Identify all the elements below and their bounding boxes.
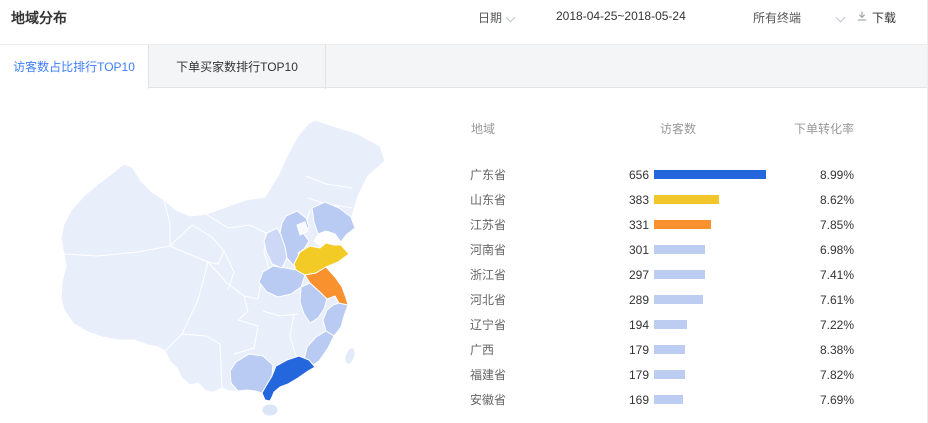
visitor-count: 289 xyxy=(628,292,649,307)
visitor-bar xyxy=(654,220,711,229)
china-map xyxy=(58,104,462,422)
visitor-bar xyxy=(654,295,703,304)
panel-header: 地域分布 日期 2018-04-25~2018-05-24 所有终端 下载 xyxy=(0,0,927,44)
visitor-bar xyxy=(654,195,719,204)
chevron-down-icon xyxy=(836,13,845,22)
visitor-bar xyxy=(654,270,705,279)
region-name: 辽宁省 xyxy=(470,318,507,332)
map-country-base xyxy=(60,119,386,402)
region-name: 山东省 xyxy=(470,193,507,207)
tab-bar: 访客数占比排行TOP10 下单买家数排行TOP10 xyxy=(0,44,927,90)
page-title: 地域分布 xyxy=(11,10,67,26)
download-icon xyxy=(856,10,868,25)
visitor-count: 301 xyxy=(628,242,649,257)
visitor-count: 656 xyxy=(628,167,649,182)
col-header-region: 地域 xyxy=(471,122,496,136)
download-label: 下载 xyxy=(872,11,897,25)
map-province-taiwan[interactable] xyxy=(343,347,357,366)
table-row: 河北省 289 7.61% xyxy=(470,287,855,312)
conversion-rate: 7.22% xyxy=(819,317,854,332)
visitor-bar xyxy=(654,245,705,254)
visitor-count: 179 xyxy=(628,367,649,382)
col-header-visitors: 访客数 xyxy=(660,122,697,136)
visitor-bar xyxy=(654,345,685,354)
conversion-rate: 8.38% xyxy=(819,342,854,357)
table-rows: 广东省 656 8.99% 山东省 383 8.62% 江苏省 331 7.85% 河南省 301 6… xyxy=(470,162,855,412)
tab-buyer-ranking[interactable]: 下单买家数排行TOP10 xyxy=(148,45,326,89)
visitor-bar xyxy=(654,320,687,329)
tab-visitor-ranking[interactable]: 访客数占比排行TOP10 xyxy=(0,45,148,90)
map-province-jiangsu[interactable] xyxy=(304,266,349,306)
region-name: 河南省 xyxy=(470,243,507,257)
conversion-rate: 7.69% xyxy=(819,392,854,407)
conversion-rate: 7.82% xyxy=(819,367,854,382)
conversion-rate: 7.85% xyxy=(819,217,854,232)
table-row: 山东省 383 8.62% xyxy=(470,187,855,212)
conversion-rate: 7.41% xyxy=(819,267,854,282)
col-header-conversion: 下单转化率 xyxy=(793,122,854,136)
table-row: 浙江省 297 7.41% xyxy=(470,262,855,287)
terminal-filter-label: 所有终端 xyxy=(753,11,802,25)
region-name: 广东省 xyxy=(470,168,507,182)
map-province-hainan[interactable] xyxy=(261,403,279,417)
visitor-bar xyxy=(654,170,766,179)
conversion-rate: 6.98% xyxy=(819,242,854,257)
map-province-liaoning[interactable] xyxy=(311,201,356,243)
table-row: 广西 179 8.38% xyxy=(470,337,855,362)
chevron-down-icon xyxy=(506,13,515,22)
map-province-guangdong[interactable] xyxy=(261,355,316,402)
table-row: 河南省 301 6.98% xyxy=(470,237,855,262)
visitor-bar xyxy=(654,370,685,379)
table-row: 福建省 179 7.82% xyxy=(470,362,855,387)
date-mode-label: 日期 xyxy=(478,11,503,25)
conversion-rate: 7.61% xyxy=(819,292,854,307)
region-name: 福建省 xyxy=(470,368,507,382)
visitor-count: 383 xyxy=(628,192,649,207)
download-button[interactable]: 下载 xyxy=(856,9,896,26)
table-header: 地域 访客数 下单转化率 xyxy=(470,120,855,136)
visitor-count: 194 xyxy=(628,317,649,332)
terminal-filter-dropdown[interactable]: 所有终端 xyxy=(753,9,845,26)
visitor-bar xyxy=(654,395,683,404)
table-row: 辽宁省 194 7.22% xyxy=(470,312,855,337)
date-range-value[interactable]: 2018-04-25~2018-05-24 xyxy=(556,9,686,23)
visitor-count: 297 xyxy=(628,267,649,282)
map-province-beijing[interactable] xyxy=(296,221,309,236)
table-row: 广东省 656 8.99% xyxy=(470,162,855,187)
region-name: 安徽省 xyxy=(470,393,507,407)
region-name: 广西 xyxy=(470,343,495,357)
table-row: 江苏省 331 7.85% xyxy=(470,212,855,237)
map-province-shanxi[interactable] xyxy=(263,227,288,269)
ranking-table: 地域 访客数 下单转化率 广东省 656 8.99% 山东省 383 8.62% 江苏省 33… xyxy=(470,120,855,412)
conversion-rate: 8.99% xyxy=(819,167,854,182)
date-mode-dropdown[interactable]: 日期 xyxy=(478,9,515,26)
table-row: 安徽省 169 7.69% xyxy=(470,387,855,412)
visitor-count: 331 xyxy=(628,217,649,232)
visitor-count: 169 xyxy=(628,392,649,407)
region-name: 江苏省 xyxy=(470,218,507,232)
visitor-count: 179 xyxy=(628,342,649,357)
conversion-rate: 8.62% xyxy=(819,192,854,207)
region-name: 河北省 xyxy=(470,293,507,307)
region-name: 浙江省 xyxy=(470,268,507,282)
